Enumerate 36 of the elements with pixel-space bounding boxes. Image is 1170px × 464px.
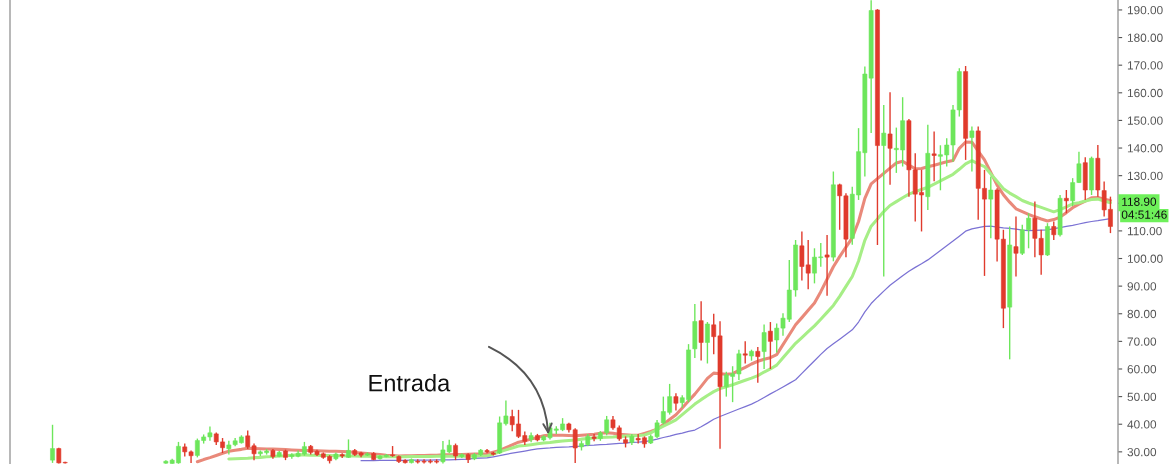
candlestick xyxy=(50,424,55,464)
y-tick-label: 110.00 xyxy=(1127,226,1162,236)
annotation: Entrada xyxy=(369,374,451,392)
candlestick xyxy=(1013,215,1019,278)
candlestick xyxy=(931,130,937,182)
candlestick xyxy=(742,340,748,365)
y-tick-label: 90.00 xyxy=(1127,282,1157,291)
y-tick-label: 160.00 xyxy=(1127,88,1163,98)
candlestick xyxy=(969,125,975,173)
candlestick xyxy=(887,91,893,186)
candlestick xyxy=(824,234,830,297)
text: 04:51:46 xyxy=(1121,210,1167,219)
y-tick-label: 60.00 xyxy=(1127,365,1157,374)
y-tick-label: 190.00 xyxy=(1127,5,1163,15)
candlestick xyxy=(346,438,351,459)
y-tick-label: 100.00 xyxy=(1127,254,1163,263)
y-tick-label: 50.00 xyxy=(1127,392,1157,401)
text: 118.90 xyxy=(1122,197,1157,206)
candlestick xyxy=(1051,220,1057,241)
y-tick-label: 150.00 xyxy=(1127,116,1163,125)
y-tick-label: 140.00 xyxy=(1127,144,1163,153)
candlestick xyxy=(768,321,773,370)
candlestick xyxy=(705,321,710,365)
y-tick-label: 180.00 xyxy=(1127,33,1163,42)
y-tick-label: 130.00 xyxy=(1127,171,1163,181)
candlestick xyxy=(761,323,767,370)
candlestick xyxy=(1064,189,1069,214)
candlestick xyxy=(881,104,887,278)
y-tick-label: 30.00 xyxy=(1127,447,1157,457)
candlestick xyxy=(698,300,704,362)
candlestick xyxy=(755,346,761,384)
candlestick xyxy=(988,175,994,240)
y-tick-label: 70.00 xyxy=(1127,337,1157,346)
y-tick-label: 40.00 xyxy=(1127,420,1157,429)
y-tick-label: 170.00 xyxy=(1127,61,1163,70)
y-tick-label: 80.00 xyxy=(1127,309,1157,319)
